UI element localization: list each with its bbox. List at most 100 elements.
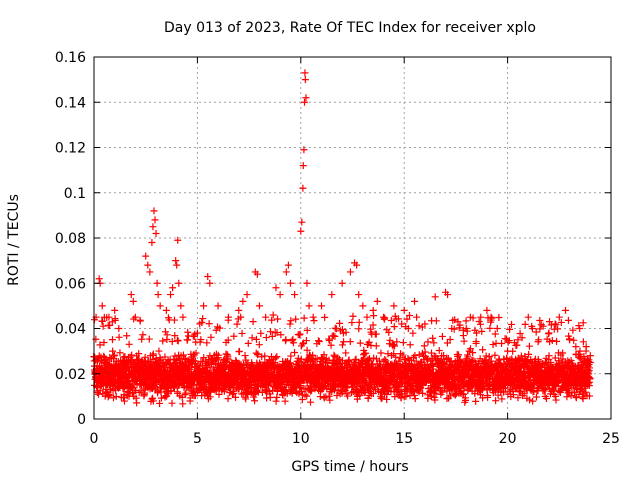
baseline-marker: [230, 389, 238, 397]
baseline-marker: [292, 315, 300, 323]
baseline-marker: [251, 397, 259, 405]
baseline-marker: [303, 392, 311, 400]
baseline-marker: [303, 326, 311, 334]
baseline-marker: [303, 346, 311, 354]
baseline-marker: [99, 382, 107, 390]
baseline-marker: [325, 335, 333, 343]
baseline-marker: [241, 352, 249, 360]
baseline-marker: [145, 335, 153, 343]
baseline-marker: [174, 337, 182, 345]
baseline-marker: [307, 386, 315, 394]
baseline-marker: [133, 399, 141, 407]
baseline-marker: [288, 389, 296, 397]
baseline-marker: [95, 390, 103, 398]
baseline-marker: [112, 392, 120, 400]
y-tick-label: 0.08: [55, 231, 86, 247]
baseline-marker: [272, 397, 280, 405]
baseline-marker: [268, 332, 276, 340]
baseline-marker: [99, 322, 107, 330]
x-axis-label: GPS time / hours: [291, 459, 408, 475]
baseline-marker: [197, 336, 205, 344]
baseline-marker: [155, 347, 163, 355]
baseline-marker: [100, 352, 108, 360]
baseline-marker: [281, 397, 289, 405]
x-tick-label: 15: [395, 431, 413, 447]
baseline-marker: [161, 353, 169, 361]
baseline-marker: [274, 315, 282, 323]
baseline-marker: [149, 397, 157, 405]
baseline-marker: [327, 341, 335, 349]
baseline-marker: [320, 351, 328, 359]
baseline-marker: [322, 359, 330, 367]
y-tick-label: 0.02: [55, 367, 86, 383]
baseline-marker: [299, 340, 307, 348]
baseline-marker: [198, 319, 206, 327]
baseline-marker: [266, 393, 274, 401]
baseline-marker: [120, 397, 128, 405]
baseline-marker: [320, 394, 328, 402]
baseline-marker: [248, 334, 256, 342]
baseline-marker: [261, 352, 269, 360]
baseline-marker: [291, 349, 299, 357]
baseline-marker: [252, 349, 260, 357]
baseline-marker: [262, 334, 270, 342]
baseline-marker: [115, 333, 123, 341]
x-tick-label: 20: [499, 431, 517, 447]
baseline-marker: [249, 318, 257, 326]
baseline-marker: [273, 329, 281, 337]
baseline-marker: [149, 350, 157, 358]
baseline-marker: [184, 328, 192, 336]
baseline-marker: [123, 332, 131, 340]
baseline-marker: [96, 341, 104, 349]
baseline-marker: [250, 393, 258, 401]
baseline-marker: [106, 321, 114, 329]
x-tick-label: 10: [292, 431, 310, 447]
y-axis-label: ROTI / TECUs: [6, 194, 22, 286]
y-tick-label: 0.04: [55, 322, 86, 338]
baseline-marker: [300, 314, 308, 322]
baseline-marker: [224, 336, 232, 344]
baseline-marker: [163, 392, 171, 400]
baseline-marker: [309, 351, 317, 359]
baseline-marker: [273, 393, 281, 401]
baseline-marker: [156, 399, 164, 407]
baseline-marker: [111, 316, 119, 324]
baseline-marker: [215, 390, 223, 398]
baseline-marker: [257, 329, 265, 337]
baseline-marker: [192, 349, 200, 357]
baseline-marker: [199, 315, 207, 323]
x-tick-label: 5: [193, 431, 202, 447]
baseline-marker: [98, 317, 106, 325]
baseline-marker: [200, 354, 208, 362]
baseline-marker: [286, 320, 294, 328]
baseline-marker: [212, 326, 220, 334]
baseline-marker: [307, 398, 315, 406]
baseline-marker: [140, 389, 148, 397]
baseline-marker: [297, 382, 305, 390]
baseline-marker: [296, 330, 304, 338]
baseline-marker: [161, 328, 169, 336]
baseline-marker: [287, 317, 295, 325]
baseline-marker: [254, 350, 262, 358]
y-tick-label: 0.12: [55, 141, 86, 157]
baseline-marker: [232, 393, 240, 401]
baseline-marker: [272, 354, 280, 362]
baseline-marker: [314, 337, 322, 345]
baseline-marker: [161, 393, 169, 401]
baseline-marker: [269, 311, 277, 319]
baseline-marker: [235, 347, 243, 355]
baseline-marker: [244, 339, 252, 347]
baseline-marker: [157, 394, 165, 402]
baseline-marker: [182, 389, 190, 397]
baseline-marker: [135, 350, 143, 358]
baseline-marker: [106, 354, 114, 362]
baseline-marker: [207, 333, 215, 341]
baseline-marker: [268, 316, 276, 324]
baseline-marker: [168, 338, 176, 346]
baseline-marker-band: [90, 311, 594, 408]
x-tick-label: 0: [90, 431, 99, 447]
y-tick-label: 0.1: [64, 186, 86, 202]
baseline-marker: [205, 320, 213, 328]
baseline-marker: [214, 351, 222, 359]
